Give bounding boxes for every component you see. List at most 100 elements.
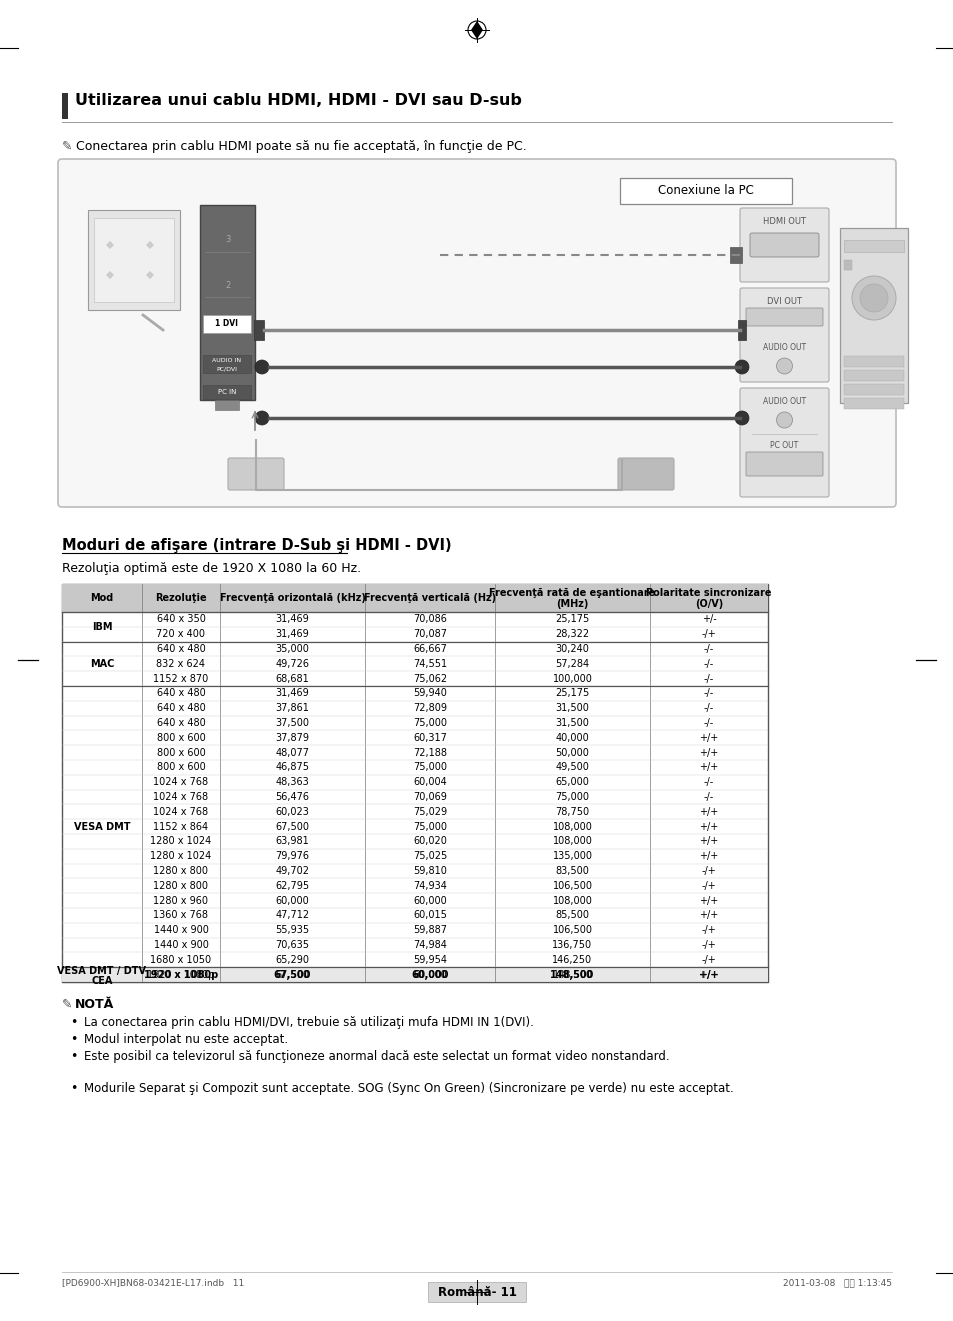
Text: Este posibil ca televizorul să funcţioneze anormal dacă este selectat un format : Este posibil ca televizorul să funcţione… bbox=[84, 1050, 669, 1063]
Text: 62,795: 62,795 bbox=[275, 881, 309, 890]
Circle shape bbox=[254, 411, 269, 425]
Bar bbox=[62, 626, 767, 642]
Text: 70,069: 70,069 bbox=[413, 793, 446, 802]
Text: PC IN: PC IN bbox=[217, 388, 236, 395]
Bar bbox=[738, 320, 745, 339]
Text: 1152 x 864: 1152 x 864 bbox=[153, 822, 209, 832]
Text: 72,188: 72,188 bbox=[413, 748, 447, 758]
Text: 1280 x 800: 1280 x 800 bbox=[153, 881, 209, 890]
FancyBboxPatch shape bbox=[618, 458, 673, 490]
Bar bbox=[62, 878, 767, 893]
Text: 832 x 624: 832 x 624 bbox=[156, 659, 205, 668]
Text: 1280 x 1024: 1280 x 1024 bbox=[151, 836, 212, 847]
Text: 1440 x 900: 1440 x 900 bbox=[153, 925, 208, 935]
Text: 108,000: 108,000 bbox=[552, 822, 592, 832]
Polygon shape bbox=[146, 271, 153, 279]
Text: 75,025: 75,025 bbox=[413, 851, 447, 861]
Text: -/-: -/- bbox=[703, 793, 714, 802]
Text: 1024 x 768: 1024 x 768 bbox=[153, 793, 209, 802]
Text: 1152 x 870: 1152 x 870 bbox=[153, 674, 209, 683]
Text: 31,500: 31,500 bbox=[555, 703, 589, 713]
Text: CEA: CEA bbox=[91, 976, 112, 985]
Text: 37,861: 37,861 bbox=[275, 703, 309, 713]
Circle shape bbox=[776, 358, 792, 374]
Text: •: • bbox=[70, 1016, 77, 1029]
Text: 70,086: 70,086 bbox=[413, 614, 446, 625]
Text: 48,363: 48,363 bbox=[275, 777, 309, 787]
Text: 1680 x 1050: 1680 x 1050 bbox=[151, 955, 212, 964]
Text: 37,500: 37,500 bbox=[275, 719, 309, 728]
Text: ✎: ✎ bbox=[62, 997, 72, 1011]
Text: 55,935: 55,935 bbox=[275, 925, 309, 935]
Text: 135,000: 135,000 bbox=[552, 851, 592, 861]
Text: 65,290: 65,290 bbox=[275, 955, 309, 964]
Bar bbox=[94, 218, 173, 303]
Polygon shape bbox=[471, 21, 482, 40]
Text: 67,500: 67,500 bbox=[274, 970, 311, 980]
Bar bbox=[62, 716, 767, 731]
Bar bbox=[214, 400, 239, 410]
Text: 1920 x 1080p: 1920 x 1080p bbox=[144, 970, 218, 980]
Text: 1024 x 768: 1024 x 768 bbox=[153, 807, 209, 816]
FancyBboxPatch shape bbox=[740, 288, 828, 382]
Text: 57,284: 57,284 bbox=[555, 659, 589, 668]
Bar bbox=[62, 584, 767, 982]
Text: Modul interpolat nu este acceptat.: Modul interpolat nu este acceptat. bbox=[84, 1033, 288, 1046]
Text: +/+: +/+ bbox=[699, 896, 718, 906]
FancyBboxPatch shape bbox=[745, 308, 822, 326]
Bar bbox=[62, 819, 767, 834]
Text: 1280 x 960: 1280 x 960 bbox=[153, 896, 209, 906]
Text: 640 x 480: 640 x 480 bbox=[156, 645, 205, 654]
Text: +/+: +/+ bbox=[699, 836, 718, 847]
Text: 25,175: 25,175 bbox=[555, 614, 589, 625]
Text: HDMI OUT: HDMI OUT bbox=[762, 218, 805, 226]
Bar bbox=[843, 370, 903, 380]
Text: 30,240: 30,240 bbox=[555, 645, 589, 654]
Bar bbox=[62, 657, 767, 671]
Text: 60,015: 60,015 bbox=[413, 910, 446, 921]
Text: Polaritate sincronizare: Polaritate sincronizare bbox=[645, 588, 771, 598]
Text: PC/DVI: PC/DVI bbox=[216, 366, 237, 371]
Text: 60,000: 60,000 bbox=[411, 970, 448, 980]
Text: 75,000: 75,000 bbox=[413, 822, 447, 832]
Text: -/+: -/+ bbox=[700, 629, 716, 639]
Text: -/-: -/- bbox=[703, 719, 714, 728]
Text: 59,810: 59,810 bbox=[413, 867, 446, 876]
Text: 1 DVI: 1 DVI bbox=[215, 320, 238, 329]
Text: +/+: +/+ bbox=[699, 748, 718, 758]
Text: (O/V): (O/V) bbox=[694, 598, 722, 609]
Text: ✎: ✎ bbox=[62, 140, 72, 153]
Text: 1280 x 800: 1280 x 800 bbox=[153, 867, 209, 876]
Bar bbox=[843, 260, 851, 269]
Text: 720 x 400: 720 x 400 bbox=[156, 629, 205, 639]
Circle shape bbox=[776, 412, 792, 428]
Bar bbox=[62, 760, 767, 775]
FancyBboxPatch shape bbox=[58, 159, 895, 507]
Text: 75,000: 75,000 bbox=[555, 793, 589, 802]
Text: IBM: IBM bbox=[91, 622, 112, 631]
Text: 108,000: 108,000 bbox=[552, 836, 592, 847]
Bar bbox=[62, 864, 767, 878]
Text: 85,500: 85,500 bbox=[555, 910, 589, 921]
Text: 60,317: 60,317 bbox=[413, 733, 446, 742]
Text: VESA DMT / DTV: VESA DMT / DTV bbox=[57, 966, 147, 976]
Text: +/+: +/+ bbox=[699, 970, 718, 980]
Text: 78,750: 78,750 bbox=[555, 807, 589, 816]
Bar bbox=[62, 893, 767, 908]
Bar bbox=[843, 384, 903, 395]
FancyBboxPatch shape bbox=[740, 207, 828, 281]
Text: 83,500: 83,500 bbox=[555, 867, 589, 876]
Text: 800 x 600: 800 x 600 bbox=[156, 733, 205, 742]
Text: 37,879: 37,879 bbox=[275, 733, 309, 742]
Text: Modurile Separat şi Compozit sunt acceptate. SOG (Sync On Green) (Sincronizare p: Modurile Separat şi Compozit sunt accept… bbox=[84, 1082, 733, 1095]
Text: -/+: -/+ bbox=[700, 955, 716, 964]
Text: +/+: +/+ bbox=[699, 851, 718, 861]
Polygon shape bbox=[471, 1283, 482, 1301]
Text: 68,681: 68,681 bbox=[275, 674, 309, 683]
Text: 640 x 480: 640 x 480 bbox=[156, 719, 205, 728]
Text: 56,476: 56,476 bbox=[275, 793, 309, 802]
Text: -/-: -/- bbox=[703, 688, 714, 699]
Text: 50,000: 50,000 bbox=[555, 748, 589, 758]
Polygon shape bbox=[146, 240, 153, 248]
Text: 74,551: 74,551 bbox=[413, 659, 447, 668]
